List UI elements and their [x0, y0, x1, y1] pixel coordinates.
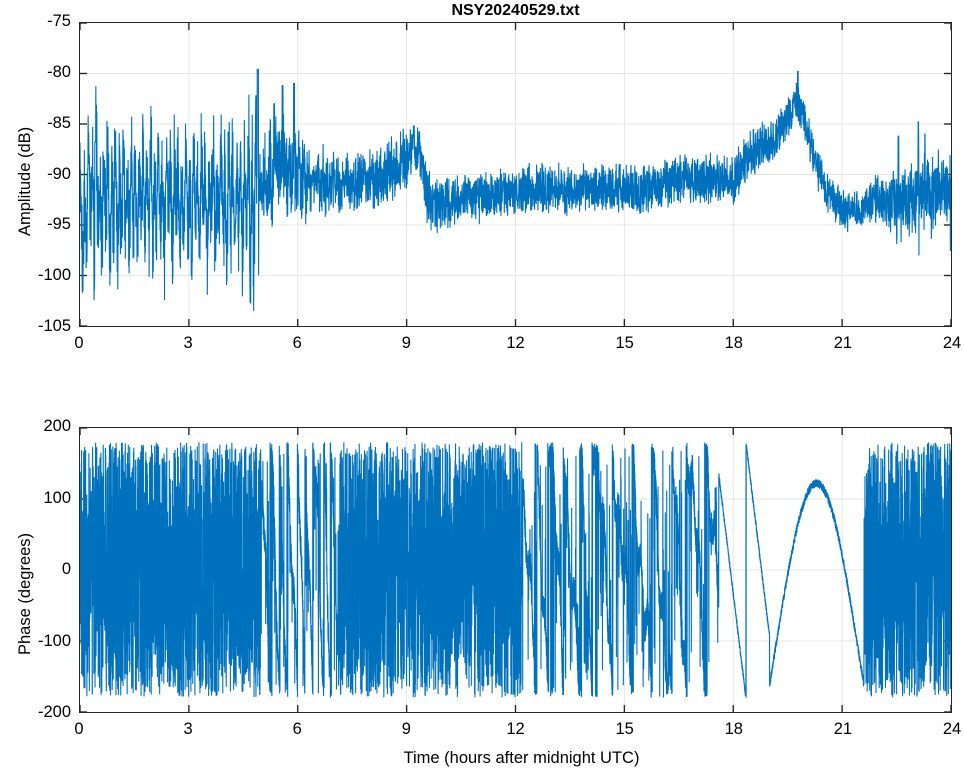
- amplitude-plot-area: [80, 23, 951, 326]
- amplitude-y-tick--80: -80: [47, 62, 71, 81]
- phase-x-tick-15: 15: [615, 720, 634, 738]
- gridlines: [80, 23, 951, 326]
- amplitude-x-tick-6: 6: [292, 334, 302, 352]
- amplitude-y-tick--100: -100: [37, 266, 71, 285]
- phase-y-axis-label: Phase (degrees): [16, 533, 34, 655]
- amplitude-x-tick-18: 18: [724, 334, 743, 352]
- amplitude-y-tick--75: -75: [47, 12, 71, 30]
- amplitude-y-tick--85: -85: [47, 113, 71, 132]
- amplitude-trace: [80, 69, 951, 310]
- phase-axes: [79, 427, 952, 713]
- phase-y-tick-0: 0: [61, 560, 71, 578]
- phase-y-tick--100: -100: [37, 631, 71, 650]
- phase-x-tick-18: 18: [724, 720, 743, 738]
- phase-y-tick-200: 200: [43, 417, 71, 435]
- phase-y-tick--200: -200: [37, 703, 71, 721]
- amplitude-axes: [79, 22, 952, 327]
- phase-x-tick-21: 21: [833, 720, 853, 738]
- amplitude-y-tick--90: -90: [47, 164, 71, 183]
- amplitude-x-tick-24: 24: [942, 334, 962, 352]
- phase-x-tick-3: 3: [183, 720, 193, 738]
- phase-y-tick-100: 100: [43, 488, 71, 507]
- amplitude-x-tick-12: 12: [506, 334, 525, 352]
- amplitude-y-tick--105: -105: [37, 317, 71, 335]
- phase-plot-area: [80, 428, 951, 712]
- phase-x-tick-9: 9: [401, 720, 411, 738]
- phase-x-tick-24: 24: [942, 720, 962, 738]
- amplitude-x-tick-21: 21: [833, 334, 853, 352]
- phase-x-tick-12: 12: [506, 720, 525, 738]
- amplitude-y-tick--95: -95: [47, 215, 71, 234]
- amplitude-x-tick-9: 9: [401, 334, 411, 352]
- amplitude-x-tick-0: 0: [74, 334, 84, 352]
- figure-title: NSY20240529.txt: [451, 2, 580, 19]
- amplitude-x-tick-3: 3: [183, 334, 193, 352]
- time-x-axis-label: Time (hours after midnight UTC): [403, 749, 640, 767]
- amplitude-y-axis-label: Amplitude (dB): [16, 126, 34, 236]
- phase-x-tick-6: 6: [292, 720, 302, 738]
- phase-x-tick-0: 0: [74, 720, 84, 738]
- amplitude-x-tick-15: 15: [615, 334, 634, 352]
- phase-trace: [80, 442, 951, 697]
